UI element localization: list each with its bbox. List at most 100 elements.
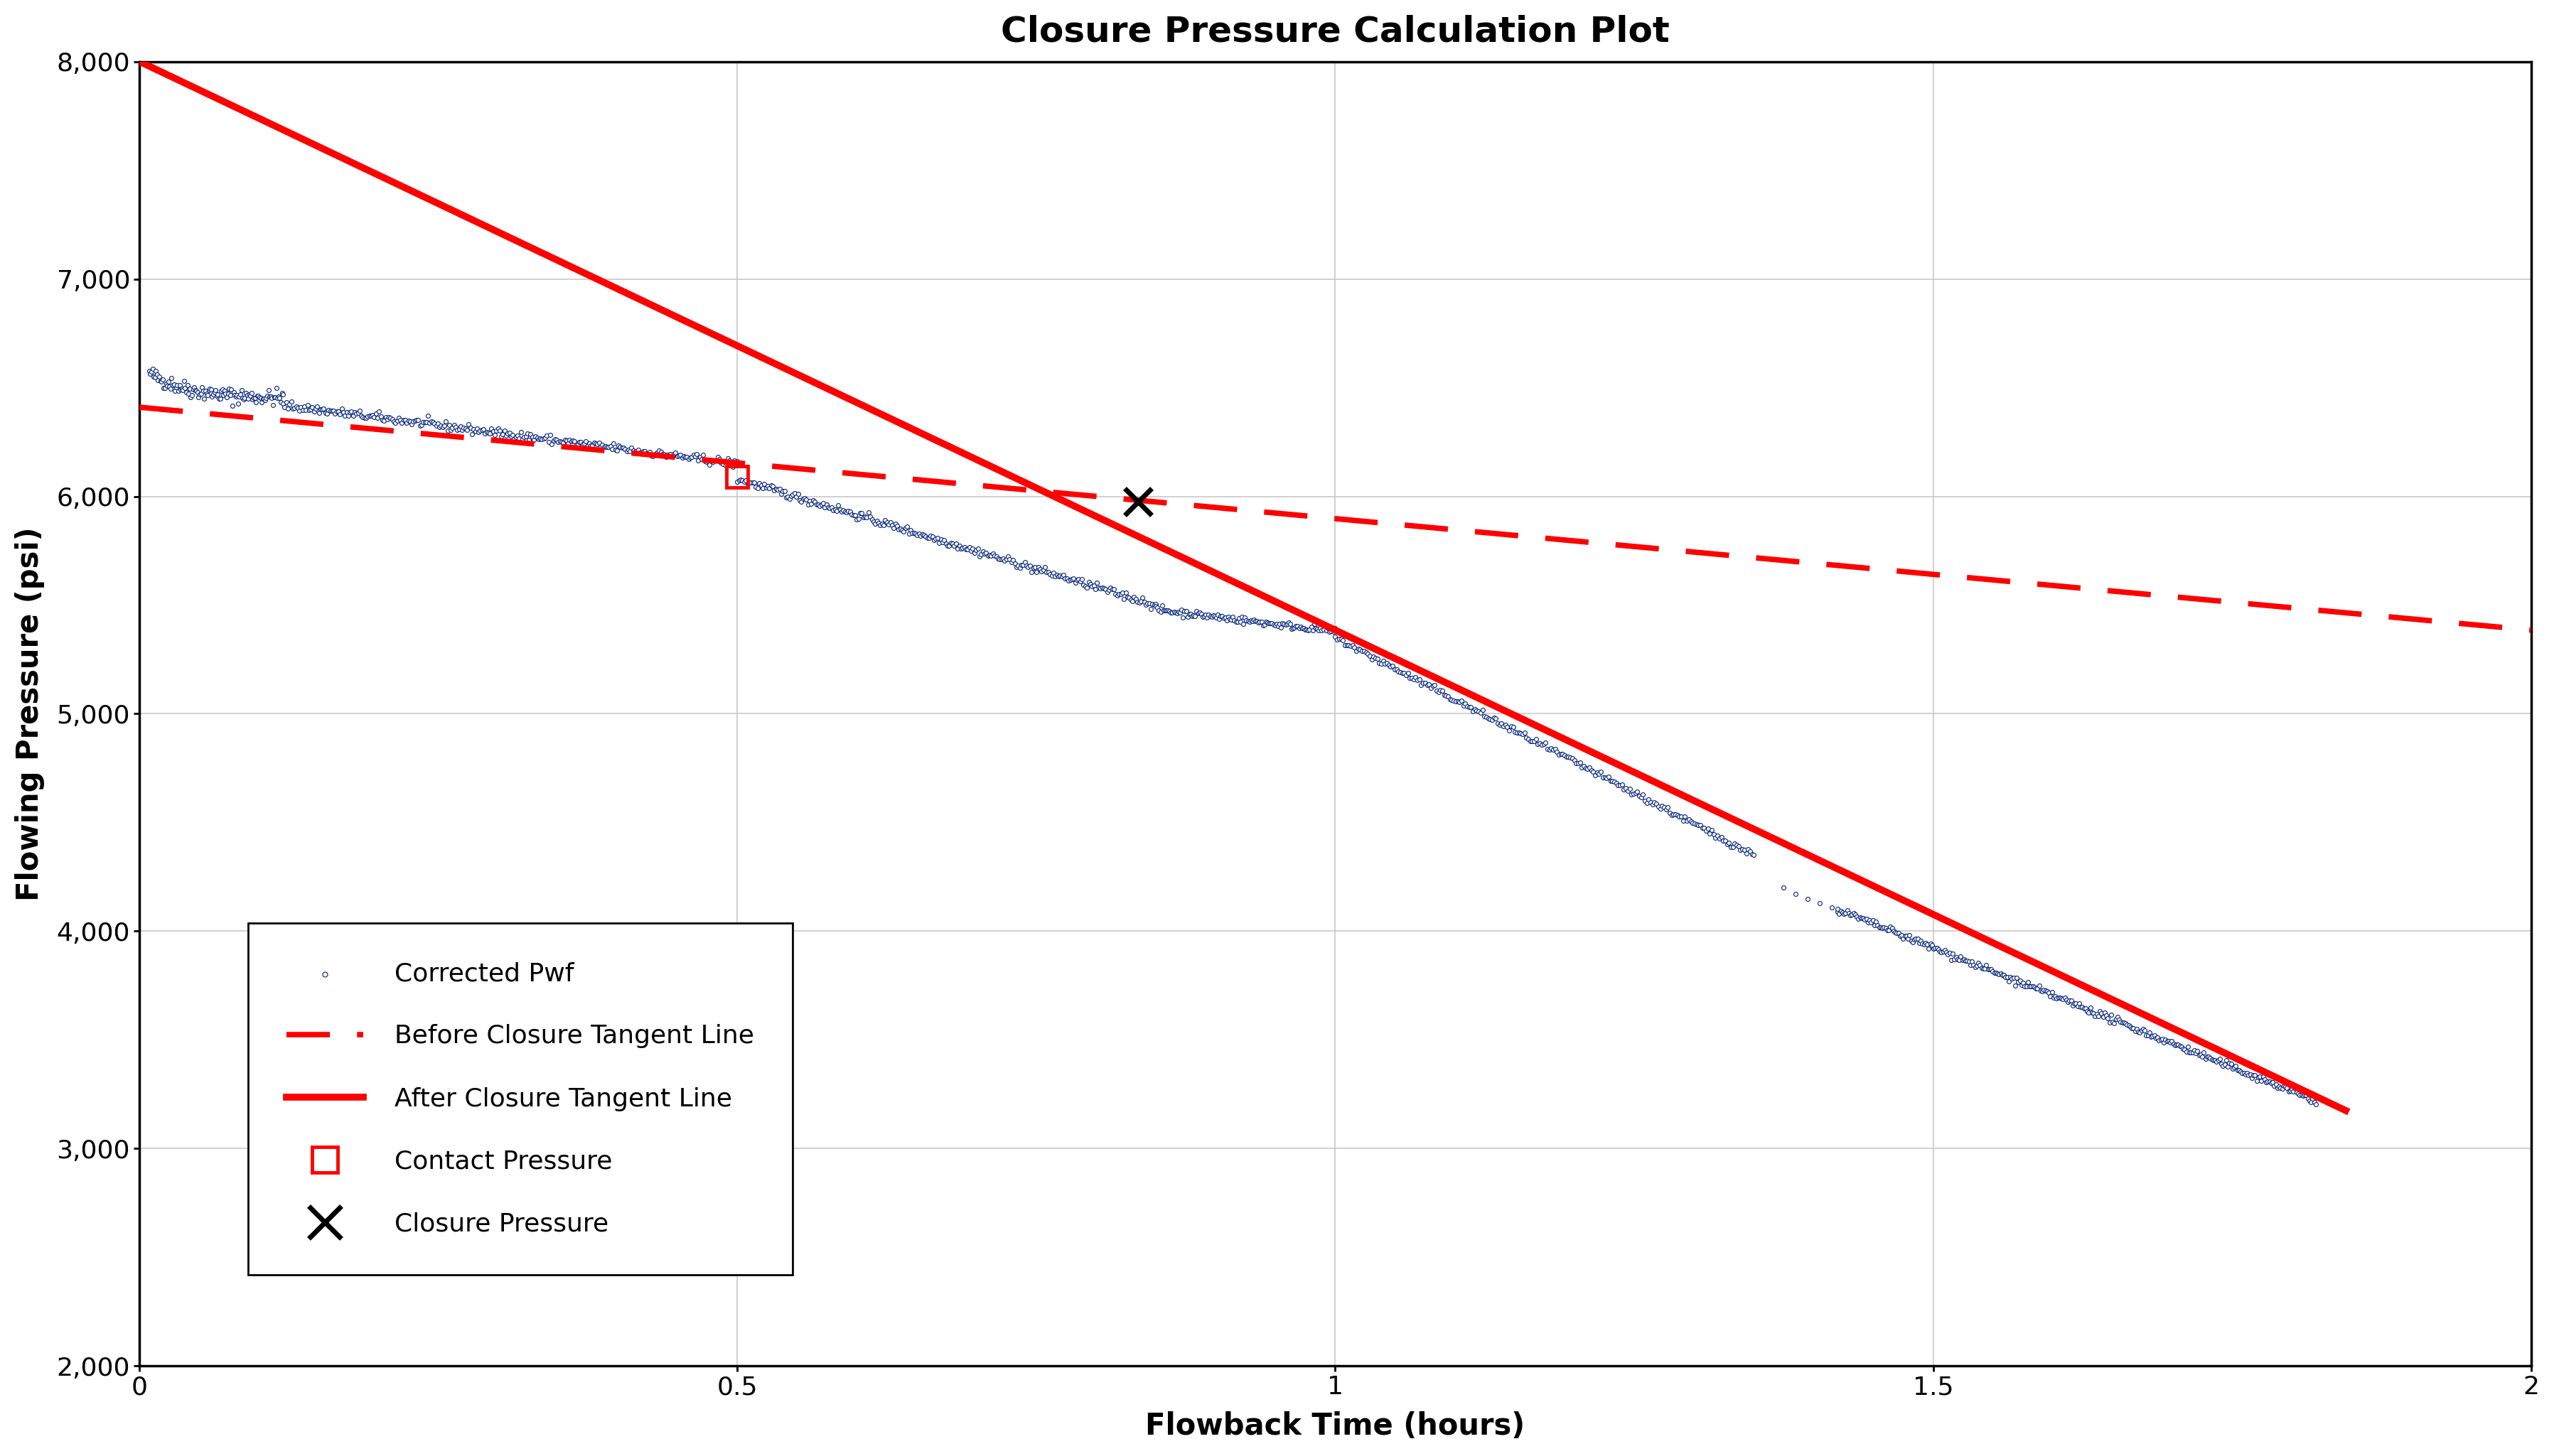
Corrected Pwf bbox=[919, 531, 960, 555]
Corrected Pwf bbox=[1423, 678, 1463, 702]
Corrected Pwf bbox=[1052, 568, 1093, 591]
Corrected Pwf bbox=[2064, 996, 2104, 1019]
Corrected Pwf bbox=[1231, 610, 1272, 633]
Corrected Pwf bbox=[2043, 986, 2084, 1009]
Corrected Pwf bbox=[2084, 1000, 2125, 1024]
Corrected Pwf bbox=[756, 478, 797, 501]
Corrected Pwf bbox=[511, 425, 552, 448]
Corrected Pwf bbox=[2214, 1056, 2255, 1079]
Corrected Pwf bbox=[1425, 684, 1466, 708]
Corrected Pwf bbox=[2186, 1045, 2227, 1069]
Corrected Pwf bbox=[570, 432, 610, 456]
Corrected Pwf bbox=[2194, 1048, 2235, 1072]
Corrected Pwf bbox=[434, 415, 475, 438]
Corrected Pwf bbox=[2023, 978, 2064, 1002]
Corrected Pwf bbox=[1859, 916, 1900, 939]
Corrected Pwf bbox=[2133, 1024, 2173, 1047]
Corrected Pwf bbox=[1101, 581, 1142, 604]
Corrected Pwf bbox=[1315, 625, 1356, 648]
Corrected Pwf bbox=[1563, 754, 1604, 778]
Corrected Pwf bbox=[1997, 970, 2038, 993]
Corrected Pwf bbox=[273, 397, 314, 421]
Corrected Pwf bbox=[467, 421, 508, 444]
Corrected Pwf bbox=[1446, 695, 1486, 718]
Corrected Pwf bbox=[1854, 914, 1895, 938]
Corrected Pwf bbox=[1277, 614, 1318, 638]
Corrected Pwf bbox=[368, 406, 409, 430]
Corrected Pwf bbox=[447, 418, 488, 441]
Corrected Pwf bbox=[470, 422, 511, 446]
Corrected Pwf bbox=[222, 387, 263, 411]
Corrected Pwf bbox=[876, 514, 917, 537]
Corrected Pwf bbox=[1601, 773, 1642, 796]
Corrected Pwf bbox=[135, 363, 176, 386]
Corrected Pwf bbox=[815, 498, 856, 521]
Corrected Pwf bbox=[2271, 1077, 2311, 1101]
Corrected Pwf bbox=[511, 422, 552, 446]
Corrected Pwf bbox=[1236, 610, 1277, 633]
Corrected Pwf bbox=[207, 386, 248, 409]
Corrected Pwf bbox=[452, 422, 493, 446]
Corrected Pwf bbox=[986, 547, 1027, 571]
Corrected Pwf bbox=[2191, 1048, 2232, 1072]
Corrected Pwf bbox=[434, 414, 475, 437]
Corrected Pwf bbox=[1583, 766, 1624, 789]
Corrected Pwf bbox=[2230, 1063, 2271, 1086]
Corrected Pwf bbox=[1349, 642, 1389, 665]
Corrected Pwf bbox=[1719, 834, 1760, 858]
Corrected Pwf bbox=[503, 428, 544, 451]
Corrected Pwf bbox=[2268, 1080, 2309, 1104]
Corrected Pwf bbox=[209, 377, 250, 400]
Corrected Pwf bbox=[1211, 607, 1251, 630]
Corrected Pwf bbox=[651, 446, 692, 469]
Corrected Pwf bbox=[736, 475, 776, 498]
Corrected Pwf bbox=[700, 447, 741, 470]
Corrected Pwf bbox=[238, 384, 278, 408]
Corrected Pwf bbox=[1591, 769, 1632, 792]
Corrected Pwf bbox=[2283, 1085, 2324, 1108]
Corrected Pwf bbox=[2209, 1051, 2250, 1075]
Corrected Pwf bbox=[391, 412, 432, 435]
Corrected Pwf bbox=[1338, 638, 1379, 661]
Corrected Pwf bbox=[529, 424, 570, 447]
Corrected Pwf bbox=[1706, 833, 1747, 856]
Corrected Pwf bbox=[498, 424, 539, 447]
Corrected Pwf bbox=[1331, 635, 1371, 658]
Corrected Pwf bbox=[710, 448, 751, 472]
Corrected Pwf bbox=[1139, 598, 1180, 622]
Corrected Pwf bbox=[220, 383, 261, 406]
Corrected Pwf bbox=[1438, 690, 1479, 713]
Corrected Pwf bbox=[2158, 1034, 2199, 1057]
Corrected Pwf bbox=[1218, 607, 1259, 630]
Corrected Pwf bbox=[1126, 591, 1167, 614]
Corrected Pwf bbox=[146, 373, 186, 396]
Corrected Pwf bbox=[2002, 971, 2043, 994]
Corrected Pwf bbox=[355, 402, 396, 425]
Corrected Pwf bbox=[1614, 782, 1655, 805]
Corrected Pwf bbox=[766, 485, 807, 508]
Corrected Pwf bbox=[907, 526, 948, 549]
Corrected Pwf bbox=[258, 387, 299, 411]
Corrected Pwf bbox=[161, 377, 202, 400]
Corrected Pwf bbox=[825, 499, 866, 523]
Corrected Pwf bbox=[1898, 932, 1938, 955]
Corrected Pwf bbox=[263, 383, 304, 406]
Corrected Pwf bbox=[1885, 925, 1926, 948]
Corrected Pwf bbox=[327, 403, 368, 427]
Corrected Pwf bbox=[1578, 761, 1619, 785]
Corrected Pwf bbox=[1688, 817, 1729, 840]
Corrected Pwf bbox=[2207, 1056, 2248, 1079]
Corrected Pwf bbox=[1665, 805, 1706, 828]
Corrected Pwf bbox=[1463, 705, 1504, 728]
Corrected Pwf bbox=[1366, 652, 1407, 676]
Corrected Pwf bbox=[345, 406, 386, 430]
Corrected Pwf bbox=[289, 399, 329, 422]
Corrected Pwf bbox=[1852, 911, 1893, 935]
Corrected Pwf bbox=[1586, 766, 1627, 789]
Corrected Pwf bbox=[432, 418, 472, 441]
Corrected Pwf bbox=[2265, 1075, 2306, 1098]
Corrected Pwf bbox=[853, 510, 894, 533]
Corrected Pwf bbox=[1050, 568, 1091, 591]
Corrected Pwf bbox=[1397, 668, 1438, 692]
Corrected Pwf bbox=[258, 384, 299, 408]
